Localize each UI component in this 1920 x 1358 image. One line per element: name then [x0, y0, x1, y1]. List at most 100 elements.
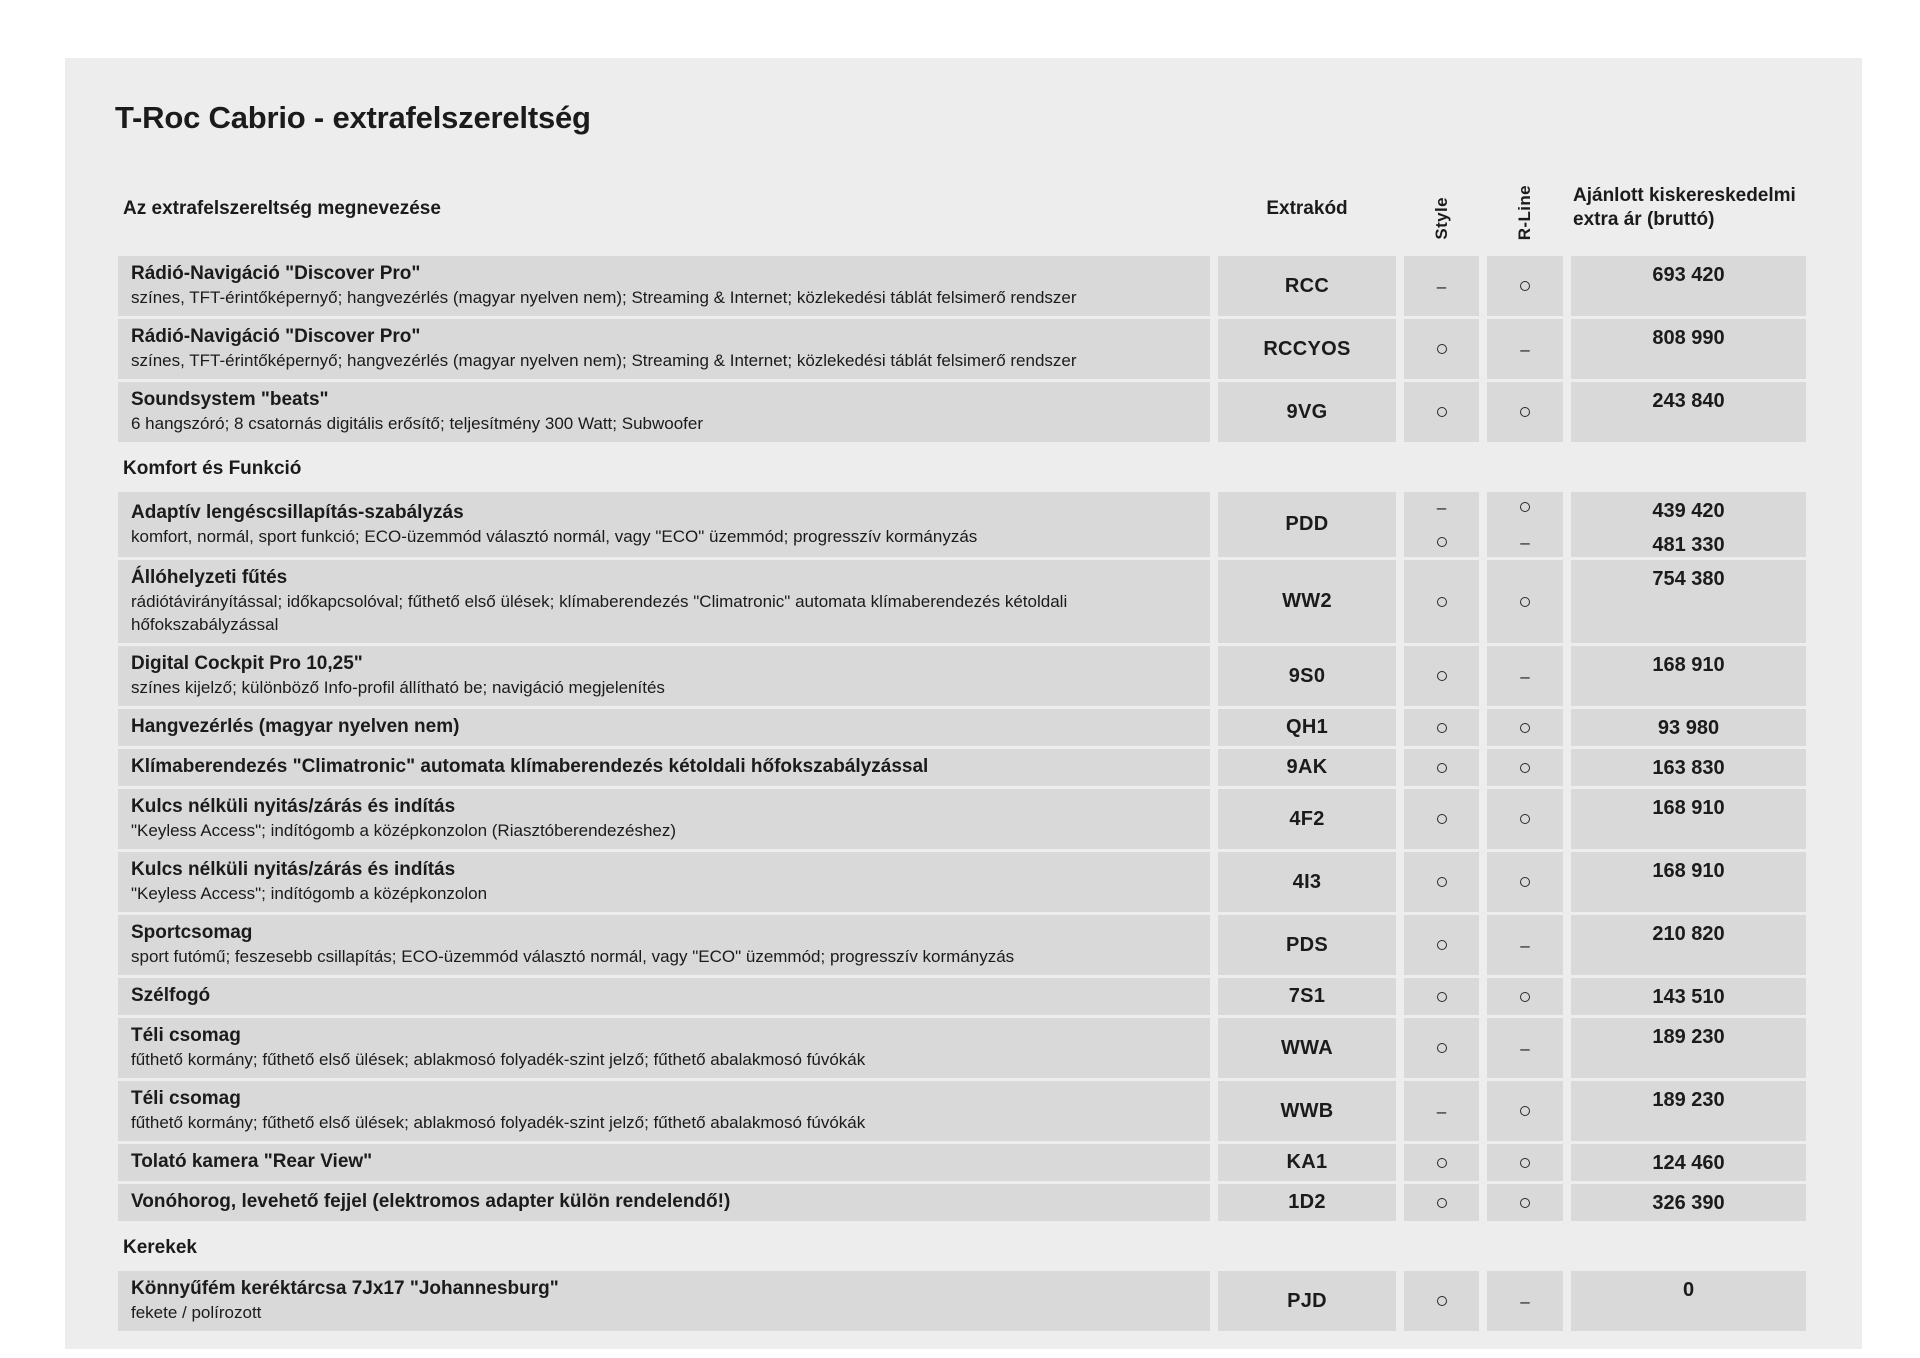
- option-description: színes, TFT-érintőképernyő; hangvezérlés…: [131, 351, 1077, 370]
- table-row: Rádió-Navigáció "Discover Pro" színes, TF…: [118, 256, 1806, 316]
- style-availability-cell: [1404, 646, 1479, 706]
- style-availability-cell: [1404, 1184, 1479, 1221]
- option-name-cell: Téli csomag fűthető kormány; fűthető első…: [118, 1081, 1210, 1141]
- circle-icon: [1520, 991, 1530, 1002]
- circle-icon: [1436, 344, 1447, 354]
- option-title: Digital Cockpit Pro 10,25": [131, 653, 363, 674]
- price-value: 168 910: [1652, 797, 1725, 819]
- table-body: Rádió-Navigáció "Discover Pro" színes, TF…: [65, 256, 1862, 1331]
- dash-text: –: [1436, 1101, 1447, 1121]
- option-description: fekete / polírozott: [131, 1303, 262, 1322]
- option-not-orderable-dash: –: [1437, 278, 1446, 295]
- circle-icon: [1520, 762, 1530, 773]
- dash-text: –: [1520, 666, 1530, 686]
- circle-icon: [1520, 877, 1530, 887]
- table-row: Hangvezérlés (magyar nyelven nem) QH1 93 9…: [118, 709, 1806, 746]
- style-availability-cell: [1404, 560, 1479, 643]
- price-value: 808 990: [1652, 327, 1725, 349]
- option-title: Sportcsomag: [131, 922, 253, 943]
- price-value: 163 830: [1652, 757, 1725, 779]
- price-cell: 439 420 481 330: [1571, 492, 1806, 557]
- rline-availability-cell: –: [1487, 492, 1563, 557]
- circle-icon: [1436, 671, 1447, 681]
- column-header-name: Az extrafelszereltség megnevezése: [123, 198, 441, 219]
- price-value: 93 980: [1657, 717, 1720, 739]
- option-code-cell: PDS: [1218, 915, 1396, 975]
- option-code-cell: RCC: [1218, 256, 1396, 316]
- circle-icon: [1520, 1106, 1530, 1116]
- option-available-circle: [1436, 537, 1447, 548]
- option-available-circle: [1520, 1197, 1530, 1208]
- option-available-circle: [1436, 877, 1447, 888]
- option-description: rádiótávirányítással; időkapcsolóval; fű…: [131, 592, 1068, 634]
- option-description: fűthető kormány; fűthető első ülések; ab…: [131, 1113, 866, 1132]
- circle-icon: [1520, 814, 1530, 824]
- option-code-cell: 7S1: [1218, 978, 1396, 1015]
- option-title: Vonóhorog, levehető fejjel (elektromos a…: [131, 1191, 731, 1212]
- rline-availability-cell: [1487, 749, 1563, 786]
- option-available-circle: [1520, 1106, 1530, 1117]
- price-cell: 808 990: [1571, 319, 1806, 379]
- circle-icon: [1436, 722, 1447, 733]
- circle-icon: [1436, 1043, 1447, 1053]
- option-available-circle: [1520, 407, 1530, 418]
- option-description: sport futómű; feszesebb csillapítás; ECO…: [131, 947, 1015, 966]
- price-cell: 189 230: [1571, 1081, 1806, 1141]
- option-code-cell: WW2: [1218, 560, 1396, 643]
- column-header-code: Extrakód: [1266, 198, 1348, 219]
- option-description: fűthető kormány; fűthető első ülések; ab…: [131, 1050, 866, 1069]
- rline-availability-cell: –: [1487, 1018, 1563, 1078]
- option-available-circle: [1520, 596, 1530, 607]
- option-name-cell: Rádió-Navigáció "Discover Pro" színes, TF…: [118, 319, 1210, 379]
- option-name-cell: Téli csomag fűthető kormány; fűthető első…: [118, 1018, 1210, 1078]
- rline-availability-cell: –: [1487, 319, 1563, 379]
- option-title: Adaptív lengéscsillapítás-szabályzás: [131, 501, 464, 523]
- circle-icon: [1436, 1157, 1447, 1168]
- rline-availability-cell: –: [1487, 1271, 1563, 1331]
- option-code-cell: 9S0: [1218, 646, 1396, 706]
- price-value: 481 330: [1652, 534, 1725, 556]
- option-available-circle: [1436, 596, 1447, 607]
- page-title: T-Roc Cabrio - extrafelszereltség: [115, 100, 591, 135]
- circle-icon: [1436, 991, 1447, 1002]
- table-row: Tolató kamera "Rear View" KA1 124 460: [118, 1144, 1806, 1181]
- option-title: Rádió-Navigáció "Discover Pro": [131, 326, 421, 347]
- price-value: 0: [1682, 1279, 1695, 1301]
- price-cell: 143 510: [1571, 978, 1806, 1015]
- dash-text: –: [1520, 532, 1530, 552]
- option-name-cell: Tolató kamera "Rear View": [118, 1144, 1210, 1181]
- style-availability-cell: [1404, 1018, 1479, 1078]
- option-name-cell: Szélfogó: [118, 978, 1210, 1015]
- option-name-cell: Hangvezérlés (magyar nyelven nem): [118, 709, 1210, 746]
- style-availability-cell: [1404, 978, 1479, 1015]
- style-availability-cell: [1404, 319, 1479, 379]
- option-code-cell: 4I3: [1218, 852, 1396, 912]
- price-cell: 168 910: [1571, 789, 1806, 849]
- dash-text: –: [1520, 339, 1530, 359]
- option-available-circle: [1520, 991, 1530, 1002]
- option-not-orderable-dash: –: [1520, 1040, 1529, 1057]
- price-cell: 754 380: [1571, 560, 1806, 643]
- option-description: "Keyless Access"; indítógomb a középkonz…: [131, 884, 488, 903]
- table-header-row: Az extrafelszereltség megnevezése Extrak…: [118, 154, 1862, 246]
- price-cell: 189 230: [1571, 1018, 1806, 1078]
- circle-icon: [1436, 596, 1447, 607]
- style-availability-cell: –: [1404, 256, 1479, 316]
- option-available-circle: [1520, 1157, 1530, 1168]
- option-not-orderable-dash: –: [1437, 499, 1446, 516]
- style-availability-cell: –: [1404, 1081, 1479, 1141]
- table-row: Állóhelyzeti fűtés rádiótávirányítással; …: [118, 560, 1806, 643]
- price-value: 693 420: [1652, 264, 1725, 286]
- option-not-orderable-dash: –: [1436, 1101, 1447, 1121]
- option-available-circle: [1520, 814, 1530, 825]
- option-description: komfort, normál, sport funkció; ECO-üzem…: [131, 526, 978, 546]
- circle-icon: [1436, 1296, 1447, 1306]
- price-value: 168 910: [1652, 654, 1725, 676]
- table-row: Téli csomag fűthető kormány; fűthető első…: [118, 1081, 1806, 1141]
- rline-availability-cell: [1487, 852, 1563, 912]
- rline-availability-cell: [1487, 709, 1563, 746]
- option-not-orderable-dash: –: [1520, 1293, 1529, 1310]
- option-available-circle: [1436, 940, 1447, 951]
- option-code-cell: 1D2: [1218, 1184, 1396, 1221]
- option-code-cell: WWA: [1218, 1018, 1396, 1078]
